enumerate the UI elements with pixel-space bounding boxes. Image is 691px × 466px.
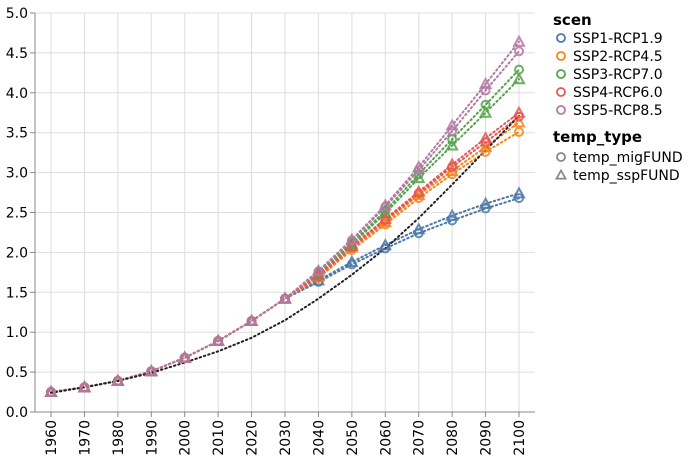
data-point: [512, 115, 526, 128]
series-line: [50, 114, 520, 394]
y-tick-label: 5.0: [6, 6, 28, 22]
series-line: [50, 121, 520, 394]
x-tick-label: 2050: [345, 420, 361, 456]
data-point: [512, 105, 526, 118]
legend: scen SSP1-RCP1.9 SSP2-RCP4.5 SSP3-RCP7.0 SSP…: [553, 11, 683, 184]
series-line: [50, 115, 520, 394]
data-point: [478, 76, 493, 90]
data-point: [412, 187, 426, 200]
data-point: [445, 118, 459, 131]
y-tick-label: 3.0: [6, 166, 28, 182]
series-line: [50, 130, 520, 394]
series-line: [50, 197, 520, 394]
legend-swatch: [556, 33, 566, 43]
data-point: [178, 350, 192, 363]
legend-title-temp-type: temp_type: [553, 128, 642, 146]
data-point: [311, 263, 326, 276]
data-point: [378, 211, 392, 224]
data-point: [478, 105, 493, 118]
legend-shape-triangle: [554, 168, 568, 180]
x-tick-label: 2090: [479, 420, 495, 456]
legend-shape-circle: [556, 152, 566, 162]
data-point: [278, 291, 292, 304]
x-tick-label: 2040: [311, 420, 327, 456]
legend-swatch: [556, 51, 566, 61]
x-tick-label: 1980: [111, 420, 127, 456]
data-point: [478, 131, 493, 144]
data-point: [412, 184, 426, 197]
x-tick-label: 1990: [144, 420, 160, 456]
data-point: [514, 126, 524, 137]
data-point: [244, 313, 259, 327]
data-point: [412, 171, 426, 184]
data-point: [512, 72, 526, 85]
data-point: [345, 238, 359, 252]
y-tick-label: 3.5: [6, 126, 28, 142]
y-tick-label: 0.5: [6, 365, 28, 381]
data-point: [445, 157, 459, 170]
x-tick-label: 2030: [278, 420, 294, 456]
y-axis: 0.0 0.5 1.0 1.5 2.0 2.5 3.0 3.5 4.0 4.5 5.0: [6, 6, 35, 421]
data-point: [211, 333, 225, 346]
legend-label: temp_sspFUND: [573, 168, 680, 184]
data-point: [345, 254, 359, 267]
data-point: [44, 384, 58, 398]
x-tick-label: 2010: [211, 420, 227, 456]
data-point: [111, 373, 125, 386]
data-point: [378, 198, 392, 211]
legend-label: SSP4-RCP6.0: [573, 85, 663, 101]
y-tick-label: 4.5: [6, 46, 28, 62]
legend-swatch: [556, 87, 566, 97]
data-point: [378, 238, 392, 251]
x-tick-label: 2000: [178, 420, 194, 456]
legend-title-scen: scen: [553, 11, 592, 29]
x-axis: 1960 1970 1980 1990 2000 2010 2020 2030 2040 2050…: [44, 412, 528, 456]
series-line: [50, 192, 520, 394]
data-point: [445, 208, 459, 221]
x-tick-label: 2100: [512, 420, 528, 456]
data-point: [412, 222, 426, 235]
legend-swatch: [556, 69, 566, 79]
marker-group: [44, 34, 526, 398]
data-point: [447, 126, 458, 137]
legend-label: temp_migFUND: [573, 150, 683, 166]
data-point: [512, 34, 526, 47]
series-group: [50, 40, 520, 394]
x-tick-label: 1970: [77, 420, 93, 456]
x-tick-label: 2080: [445, 420, 461, 456]
x-tick-label: 2020: [245, 420, 261, 456]
legend-label: SSP2-RCP4.5: [573, 49, 663, 65]
y-tick-label: 1.0: [6, 325, 28, 341]
data-point: [512, 186, 526, 199]
series-line: [50, 40, 520, 394]
legend-label: SSP5-RCP8.5: [573, 103, 663, 119]
legend-swatch: [556, 105, 566, 115]
x-tick-label: 2070: [412, 420, 428, 456]
data-point: [412, 159, 426, 173]
y-tick-label: 2.5: [6, 206, 28, 222]
data-point: [378, 215, 392, 228]
data-point: [445, 138, 459, 151]
data-point: [480, 85, 491, 96]
data-point: [77, 380, 92, 393]
y-tick-label: 1.5: [6, 285, 28, 301]
data-point: [514, 46, 524, 57]
x-tick-label: 2060: [378, 420, 394, 456]
x-tick-label: 1960: [44, 420, 60, 456]
data-point: [478, 196, 493, 209]
legend-label: SSP1-RCP1.9: [573, 31, 663, 47]
y-tick-label: 4.0: [6, 86, 28, 102]
data-point: [345, 232, 359, 245]
series-line: [50, 111, 520, 394]
y-tick-label: 0.0: [6, 405, 28, 421]
data-point: [144, 364, 158, 377]
y-tick-label: 2.0: [6, 245, 28, 261]
legend-label: SSP3-RCP7.0: [573, 67, 663, 83]
